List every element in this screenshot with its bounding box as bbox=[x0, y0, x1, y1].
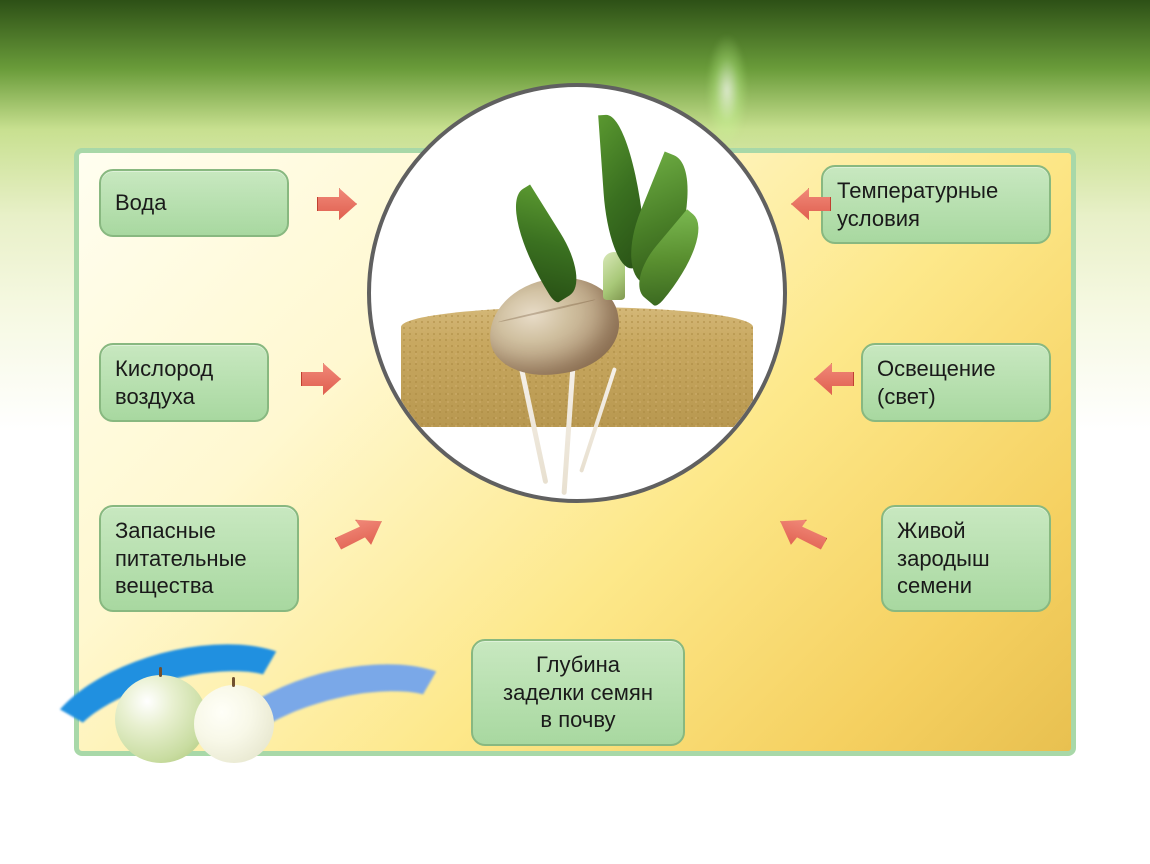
apple-icon bbox=[115, 675, 207, 763]
factor-depth: Глубиназаделки семянв почву bbox=[471, 639, 685, 746]
seedling-circle bbox=[367, 83, 787, 503]
factor-water: Вода bbox=[99, 169, 289, 237]
apple-icon bbox=[194, 685, 274, 763]
factor-embryo: Живойзародышсемени bbox=[881, 505, 1051, 612]
factor-temperature: Температурныеусловия bbox=[821, 165, 1051, 244]
factor-nutrients: Запасныепитательныевещества bbox=[99, 505, 299, 612]
factor-light: Освещение(свет) bbox=[861, 343, 1051, 422]
diagram-frame: Вода Кислородвоздуха Запасныепитательные… bbox=[74, 148, 1076, 756]
factor-oxygen: Кислородвоздуха bbox=[99, 343, 269, 422]
